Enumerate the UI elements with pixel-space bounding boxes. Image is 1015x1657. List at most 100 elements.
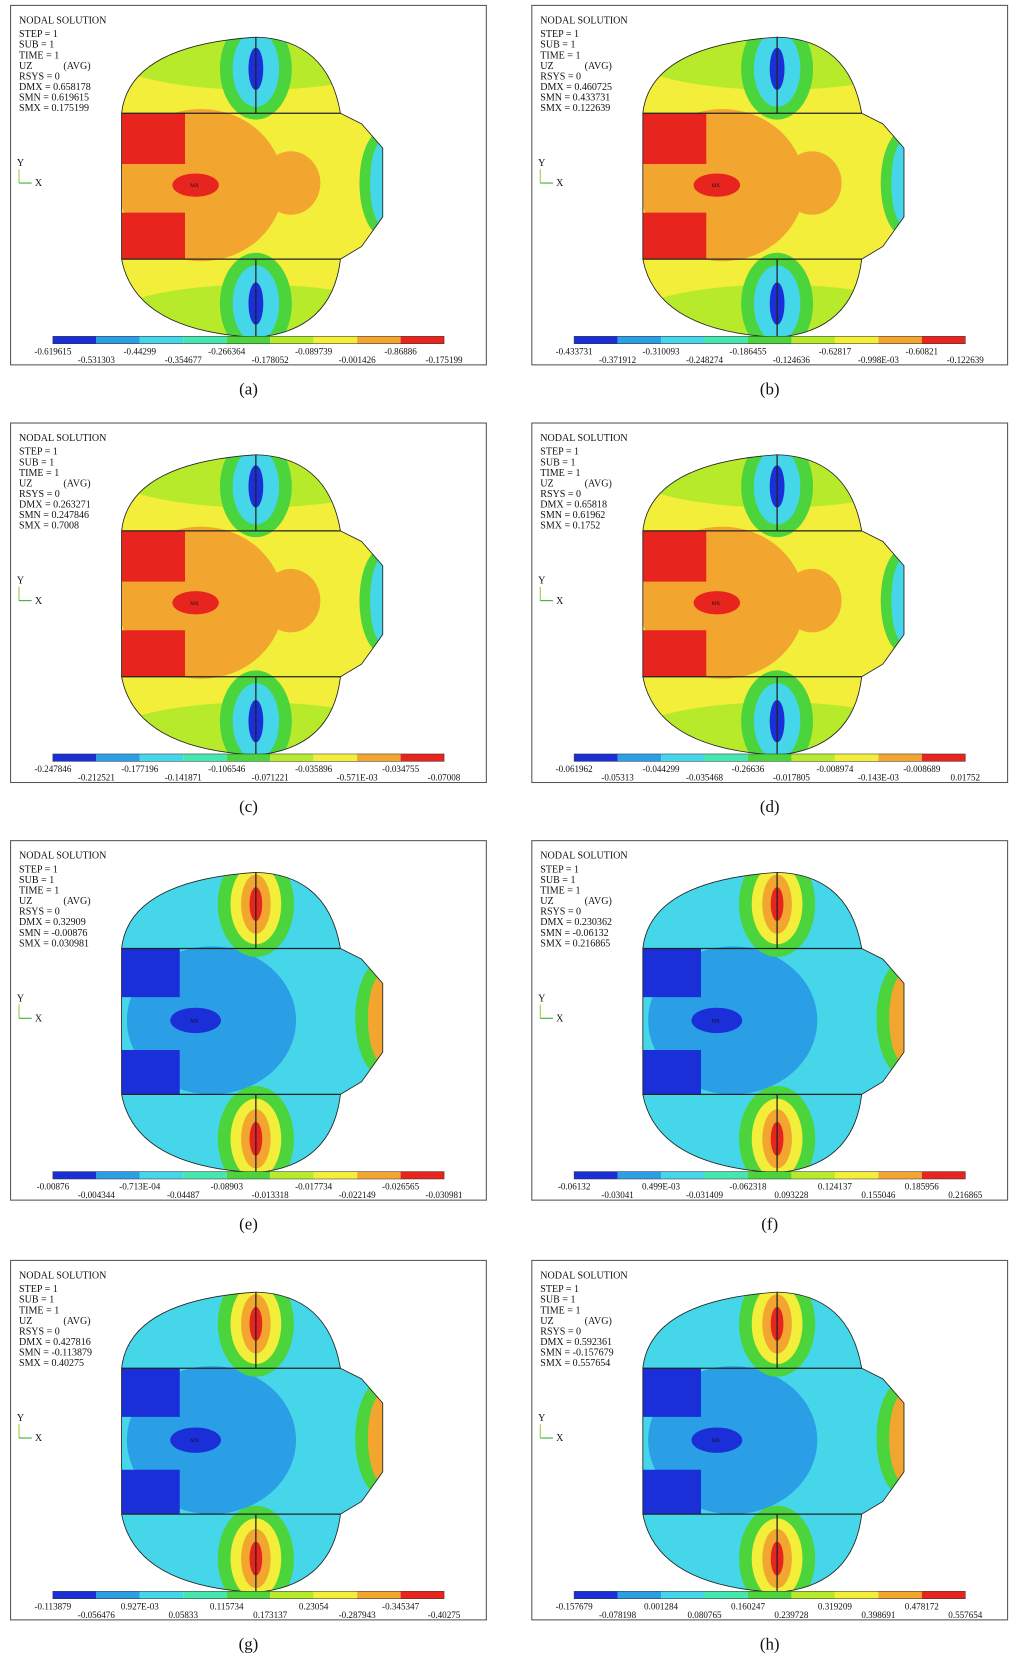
- info-line: SMN = -0.06132: [540, 928, 608, 939]
- legend-band: [791, 1172, 834, 1179]
- legend-label: -0.287943: [339, 1610, 377, 1620]
- legend-band: [401, 1591, 444, 1598]
- region: [261, 151, 320, 214]
- info-line: UZ: [540, 1316, 553, 1327]
- legend-label: -0.089739: [295, 346, 333, 356]
- panel-title: NODAL SOLUTION: [540, 851, 628, 862]
- legend-label: -0.061962: [556, 764, 594, 774]
- legend-label: -0.175199: [426, 355, 464, 365]
- legend-label: -0.345347: [382, 1601, 420, 1611]
- legend-band: [183, 754, 226, 761]
- info-line: TIME = 1: [540, 1305, 580, 1316]
- info-line: SMN = 0.61962: [540, 510, 605, 521]
- legend-band: [357, 1172, 400, 1179]
- info-line: SUB = 1: [540, 40, 575, 51]
- legend-label: -0.078198: [599, 1610, 637, 1620]
- legend-band: [705, 754, 748, 761]
- legend-band: [574, 1591, 617, 1598]
- avg-label: (AVG): [585, 896, 612, 907]
- info-line: TIME = 1: [540, 886, 580, 897]
- caption: (e): [239, 1215, 258, 1234]
- legend-band: [618, 1172, 661, 1179]
- legend-label: -0.044299: [643, 764, 681, 774]
- info-line: SMX = 0.557654: [540, 1358, 610, 1369]
- info-line: RSYS = 0: [540, 71, 581, 82]
- axis-y-label: Y: [17, 158, 24, 169]
- panel-title: NODAL SOLUTION: [19, 15, 107, 26]
- legend-label: 0.239728: [774, 1610, 809, 1620]
- legend-band: [748, 1172, 791, 1179]
- info-line: STEP = 1: [540, 864, 579, 875]
- legend-label: -0.122639: [947, 355, 985, 365]
- legend-band: [270, 1172, 313, 1179]
- legend-label: 0.398691: [861, 1610, 895, 1620]
- info-line: DMX = 0.65818: [540, 500, 607, 511]
- axis-x-label: X: [556, 596, 564, 607]
- legend-band: [922, 1172, 965, 1179]
- avg-label: (AVG): [63, 896, 90, 907]
- panel: NODAL SOLUTIONSTEP = 1SUB = 1TIME = 1UZR…: [532, 5, 1008, 398]
- info-line: SMX = 0.7008: [19, 521, 79, 532]
- legend-label: -0.008974: [816, 764, 854, 774]
- info-line: TIME = 1: [19, 50, 59, 61]
- info-line: SMN = -0.157679: [540, 1348, 613, 1359]
- legend-band: [835, 1172, 878, 1179]
- axis-y-label: Y: [17, 993, 24, 1004]
- legend-label: 0.080765: [687, 1610, 722, 1620]
- legend-label: -0.001426: [339, 355, 377, 365]
- info-line: UZ: [19, 1316, 32, 1327]
- region: [643, 213, 706, 260]
- avg-label: (AVG): [585, 1316, 612, 1327]
- legend-label: -0.062318: [729, 1182, 767, 1192]
- legend-band: [835, 1591, 878, 1598]
- legend-label: -0.212521: [78, 772, 115, 782]
- region: [122, 213, 185, 260]
- info-line: RSYS = 0: [19, 71, 60, 82]
- legend-band: [791, 754, 834, 761]
- panel-title: NODAL SOLUTION: [540, 15, 628, 26]
- legend-band: [835, 336, 878, 343]
- region: [643, 1470, 701, 1514]
- legend-band: [227, 1591, 270, 1598]
- legend-band: [53, 1591, 96, 1598]
- caption: (b): [760, 379, 780, 398]
- axis-y-label: Y: [538, 1413, 545, 1424]
- legend-label: -0.071221: [252, 772, 289, 782]
- info-line: RSYS = 0: [540, 489, 581, 500]
- legend-label: 0.499E-03: [642, 1182, 681, 1192]
- info-line: SMX = 0.216865: [540, 938, 610, 949]
- legend-band: [183, 1591, 226, 1598]
- legend-label: -0.157679: [556, 1601, 594, 1611]
- legend-band: [618, 754, 661, 761]
- info-line: SUB = 1: [19, 457, 54, 468]
- legend-label: 0.23054: [299, 1601, 329, 1611]
- legend-band: [661, 336, 704, 343]
- legend-band: [705, 1172, 748, 1179]
- legend-band: [314, 336, 357, 343]
- info-line: STEP = 1: [19, 29, 58, 40]
- legend-label: 0.319209: [818, 1601, 853, 1611]
- max-marker: MX: [190, 1019, 199, 1025]
- legend-band: [357, 336, 400, 343]
- max-marker: MX: [190, 601, 199, 607]
- legend-band: [791, 1591, 834, 1598]
- legend-band: [574, 1172, 617, 1179]
- panel: NODAL SOLUTIONSTEP = 1SUB = 1TIME = 1UZR…: [11, 1260, 487, 1653]
- legend-label: -0.004344: [78, 1190, 116, 1200]
- legend-label: -0.571E-03: [337, 772, 379, 782]
- info-line: SMX = 0.030981: [19, 938, 89, 949]
- legend-label: 0.160247: [731, 1601, 766, 1611]
- info-line: TIME = 1: [540, 50, 580, 61]
- info-line: DMX = 0.263271: [19, 500, 91, 511]
- legend-label: -0.035896: [295, 764, 333, 774]
- info-line: RSYS = 0: [540, 1326, 581, 1337]
- info-line: SMX = 0.175199: [19, 103, 89, 114]
- axis-y-label: Y: [538, 158, 545, 169]
- axis-x-label: X: [35, 596, 43, 607]
- info-line: DMX = 0.592361: [540, 1337, 612, 1348]
- axis-y-label: Y: [538, 576, 545, 587]
- legend-band: [705, 336, 748, 343]
- info-line: STEP = 1: [19, 1284, 58, 1295]
- legend-label: -0.248274: [686, 355, 724, 365]
